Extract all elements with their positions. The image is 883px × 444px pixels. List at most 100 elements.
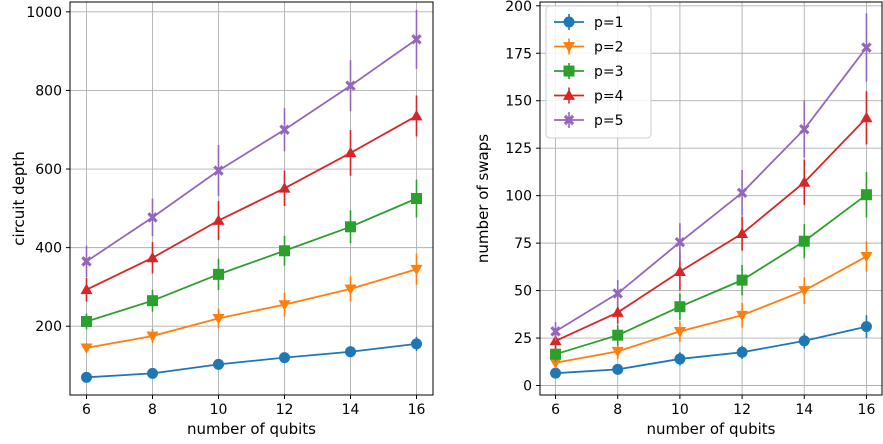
legend-marker (562, 42, 576, 53)
x-tick-label: 6 (82, 402, 91, 418)
data-point (736, 274, 748, 286)
data-point (798, 235, 810, 247)
data-point (345, 346, 356, 358)
x-axis-label: number of qubits (647, 420, 776, 438)
plot-frame (69, 1, 434, 396)
y-tick-label: 600 (35, 162, 62, 178)
series-p=4 (549, 91, 873, 349)
series-p=2 (80, 253, 423, 354)
data-point (345, 80, 356, 91)
data-point (279, 124, 290, 135)
data-point (550, 348, 562, 360)
series-p=4 (80, 95, 423, 302)
x-axis-label: number of qubits (187, 420, 316, 438)
data-point (612, 363, 624, 375)
y-tick-label: 0 (523, 379, 532, 395)
data-point (279, 352, 290, 364)
legend-marker (562, 89, 576, 100)
legend-entry: p=5 (554, 112, 624, 129)
data-point (799, 123, 810, 135)
data-point (344, 146, 357, 158)
plot-frame (539, 1, 883, 396)
series-line (555, 193, 867, 356)
swaps-chart: 6 8 10 12 14 16 0 25 50 75 100 125 150 175 200 number o… (474, 0, 883, 438)
data-point (146, 251, 159, 263)
y-tick-label: 400 (35, 241, 62, 257)
data-point (344, 284, 357, 295)
legend-entry: p=1 (554, 14, 624, 31)
legend-marker (563, 65, 575, 77)
data-point (345, 221, 356, 233)
y-tick-label: 50 (514, 284, 532, 300)
data-point (278, 300, 291, 311)
data-point (410, 264, 423, 276)
legend-box (545, 5, 652, 139)
series-line (86, 268, 417, 349)
series-line (86, 115, 417, 291)
data-point (736, 227, 749, 239)
series-line (555, 117, 868, 342)
data-point (861, 42, 872, 53)
data-point (550, 367, 562, 379)
series-p=3 (81, 179, 422, 330)
data-point (147, 212, 158, 223)
series-line (86, 38, 418, 263)
y-axis-label: number of swaps (474, 134, 492, 263)
data-point (411, 338, 422, 350)
data-point (860, 189, 872, 201)
data-point (279, 245, 290, 257)
data-point (798, 286, 811, 297)
data-point (80, 283, 93, 295)
series-p=5 (550, 13, 872, 341)
data-point (81, 256, 92, 267)
x-tick-label: 12 (276, 402, 294, 418)
data-point (612, 288, 623, 299)
x-tick-label: 12 (733, 402, 751, 418)
data-point (212, 214, 225, 225)
data-point (736, 187, 748, 199)
x-tick-label: 14 (342, 402, 360, 418)
x-tick-label: 10 (671, 402, 689, 418)
legend-label: p=4 (594, 89, 624, 105)
y-tick-label: 150 (505, 94, 532, 110)
data-point (213, 165, 224, 176)
y-tick-label: 25 (514, 331, 532, 347)
x-tick-label: 8 (613, 402, 622, 418)
data-point (860, 321, 872, 333)
data-point (674, 353, 686, 365)
y-axis-label: circuit depth (10, 151, 28, 245)
legend-marker (563, 16, 575, 28)
legend-label: p=3 (594, 64, 624, 80)
legend: p=1 p=2 p=3 p=4 p=5 (545, 5, 652, 139)
data-point (673, 326, 686, 338)
data-point (411, 193, 422, 204)
series-line (555, 325, 867, 375)
data-point (798, 335, 810, 347)
x-tick-label: 10 (210, 402, 228, 418)
y-tick-label: 200 (505, 0, 532, 15)
x-tick-label: 14 (795, 402, 813, 418)
y-tick-label: 1000 (26, 5, 62, 21)
data-point (736, 346, 748, 358)
legend-label: p=2 (594, 40, 624, 56)
data-point (146, 331, 159, 343)
series-p=3 (550, 171, 872, 362)
circuit-depth-chart: 6 8 10 12 14 16 200 400 600 800 1000 number of qubi… (10, 1, 434, 438)
data-point (81, 371, 92, 383)
series-p=1 (550, 315, 872, 379)
data-point (278, 182, 291, 193)
y-tick-label: 175 (505, 46, 532, 62)
data-point (674, 301, 686, 313)
data-point (673, 265, 686, 276)
data-point (611, 346, 624, 358)
legend-entry: p=2 (554, 38, 624, 56)
data-point (410, 109, 423, 121)
y-tick-label: 75 (514, 236, 532, 252)
y-tick-label: 100 (505, 189, 532, 205)
series-p=5 (81, 9, 422, 278)
data-point (612, 329, 624, 341)
x-tick-label: 6 (551, 402, 560, 418)
data-point (213, 268, 224, 280)
series-line (555, 47, 868, 333)
